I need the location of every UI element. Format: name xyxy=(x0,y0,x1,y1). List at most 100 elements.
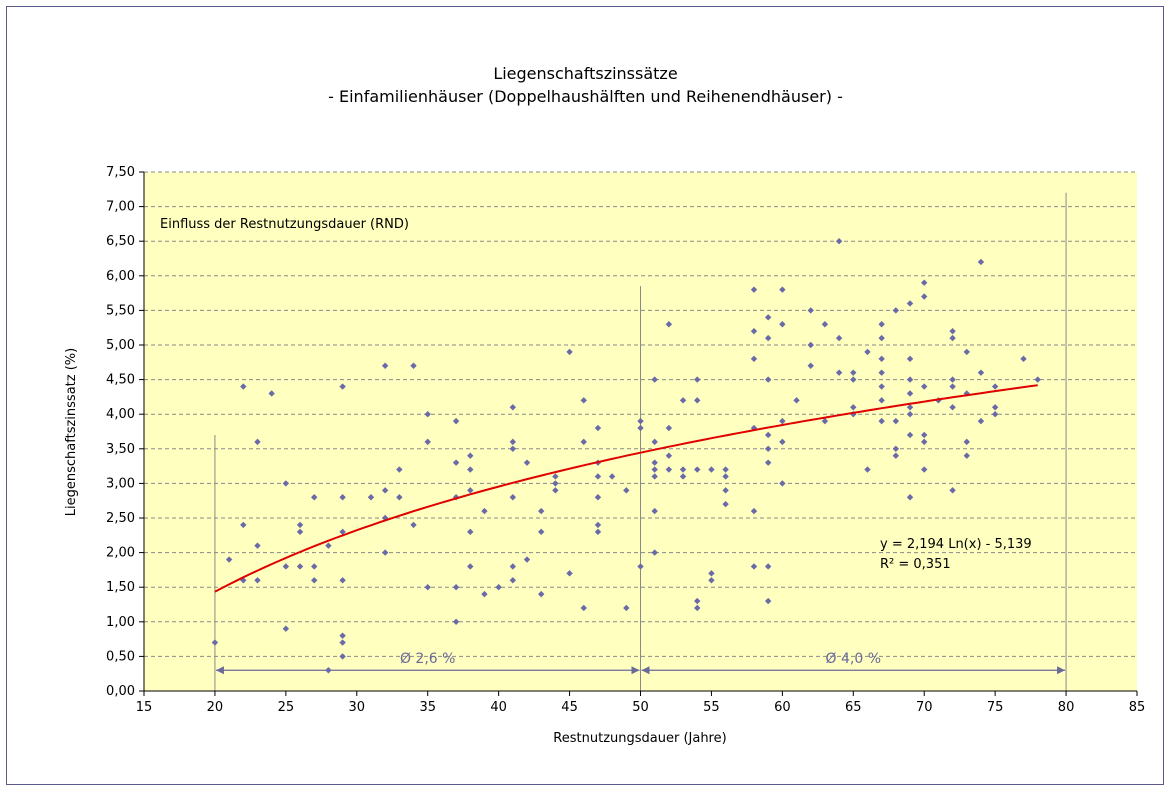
data-point xyxy=(892,445,900,452)
range-arrowhead-right xyxy=(631,666,640,675)
data-point xyxy=(708,570,715,577)
trend-equation: y = 2,194 Ln(x) - 5,139 xyxy=(880,537,1032,552)
data-point xyxy=(892,307,900,314)
data-point xyxy=(694,604,701,612)
range-arrowhead-left xyxy=(641,666,650,675)
data-point xyxy=(282,563,290,570)
data-point xyxy=(864,348,871,356)
data-point xyxy=(864,466,871,473)
data-point xyxy=(651,376,658,383)
data-point xyxy=(921,383,928,390)
data-point xyxy=(878,417,885,425)
data-point xyxy=(651,466,658,473)
data-point xyxy=(240,383,247,390)
data-point xyxy=(850,411,857,418)
data-point xyxy=(410,521,417,529)
data-points xyxy=(211,238,1041,674)
data-point xyxy=(963,452,970,459)
data-point xyxy=(850,404,857,411)
data-point xyxy=(807,341,814,349)
x-tick-label: 50 xyxy=(632,700,649,715)
data-point xyxy=(821,321,829,328)
range-arrowhead-left xyxy=(215,666,224,675)
data-point xyxy=(296,521,304,529)
data-point xyxy=(779,286,786,293)
data-point xyxy=(850,376,857,383)
data-point xyxy=(949,404,956,411)
data-point xyxy=(665,466,673,473)
data-point xyxy=(339,639,346,646)
data-point xyxy=(254,577,261,584)
data-point xyxy=(311,577,318,584)
data-point xyxy=(538,507,545,515)
data-point xyxy=(651,459,658,466)
data-point xyxy=(509,494,517,501)
data-point xyxy=(779,480,786,487)
data-point xyxy=(991,404,999,411)
data-point xyxy=(807,362,814,369)
y-tick-label: 5,00 xyxy=(106,338,135,353)
data-point xyxy=(779,321,786,328)
data-point xyxy=(339,494,346,501)
x-tick-label: 25 xyxy=(278,700,295,715)
data-point xyxy=(764,563,772,570)
annotation-box-label: Einfluss der Restnutzungsdauer (RND) xyxy=(160,217,409,232)
data-point xyxy=(452,459,460,466)
x-tick-label: 70 xyxy=(916,700,933,715)
trend-r2: R² = 0,351 xyxy=(880,557,951,572)
data-point xyxy=(694,376,701,383)
x-tick-label: 60 xyxy=(774,700,791,715)
data-point xyxy=(254,438,261,446)
y-axis-label: Liegenschaftszinssatz (%) xyxy=(64,348,79,516)
data-point xyxy=(921,431,928,439)
data-point xyxy=(665,424,673,432)
data-point xyxy=(878,334,885,342)
data-point xyxy=(367,494,375,501)
data-point xyxy=(594,528,602,536)
data-point xyxy=(963,438,970,446)
data-point xyxy=(580,604,587,612)
data-point xyxy=(552,480,559,487)
data-point xyxy=(594,473,602,480)
x-tick-label: 20 xyxy=(207,700,224,715)
chart-title: Liegenschaftszinssätze xyxy=(493,64,678,83)
data-point xyxy=(722,487,729,494)
data-point xyxy=(949,383,956,390)
y-tick-label: 7,50 xyxy=(106,165,135,180)
data-point xyxy=(452,618,460,625)
data-point xyxy=(594,494,602,501)
data-point xyxy=(580,438,587,446)
data-point xyxy=(608,473,616,480)
data-point xyxy=(623,604,630,612)
data-point xyxy=(764,597,772,605)
data-point xyxy=(452,417,460,425)
y-tick-label: 3,50 xyxy=(106,442,135,457)
data-point xyxy=(779,417,786,425)
range-arrowhead-right xyxy=(1057,666,1066,675)
data-point xyxy=(750,327,758,335)
data-point xyxy=(906,355,914,363)
data-point xyxy=(1020,355,1027,363)
data-point xyxy=(311,494,318,501)
data-point xyxy=(225,556,233,563)
data-point xyxy=(339,577,346,584)
data-point xyxy=(325,542,332,549)
data-point xyxy=(921,438,928,446)
x-tick-labels: 15 20 25 30 35 40 45 50 55 60 65 70 75 80 85 xyxy=(136,691,1145,715)
y-tick-label: 0,50 xyxy=(106,649,135,664)
data-point xyxy=(594,424,602,432)
data-point xyxy=(793,397,800,404)
data-point xyxy=(282,625,290,632)
data-point xyxy=(665,321,673,328)
data-point xyxy=(325,667,332,674)
data-point xyxy=(750,355,758,363)
data-point xyxy=(878,369,885,376)
data-point xyxy=(906,376,914,383)
data-point xyxy=(850,369,857,376)
data-point xyxy=(878,383,885,390)
y-tick-label: 5,50 xyxy=(106,303,135,318)
data-point xyxy=(552,487,559,494)
data-point xyxy=(339,528,346,536)
x-tick-label: 30 xyxy=(349,700,366,715)
data-point xyxy=(254,542,261,549)
